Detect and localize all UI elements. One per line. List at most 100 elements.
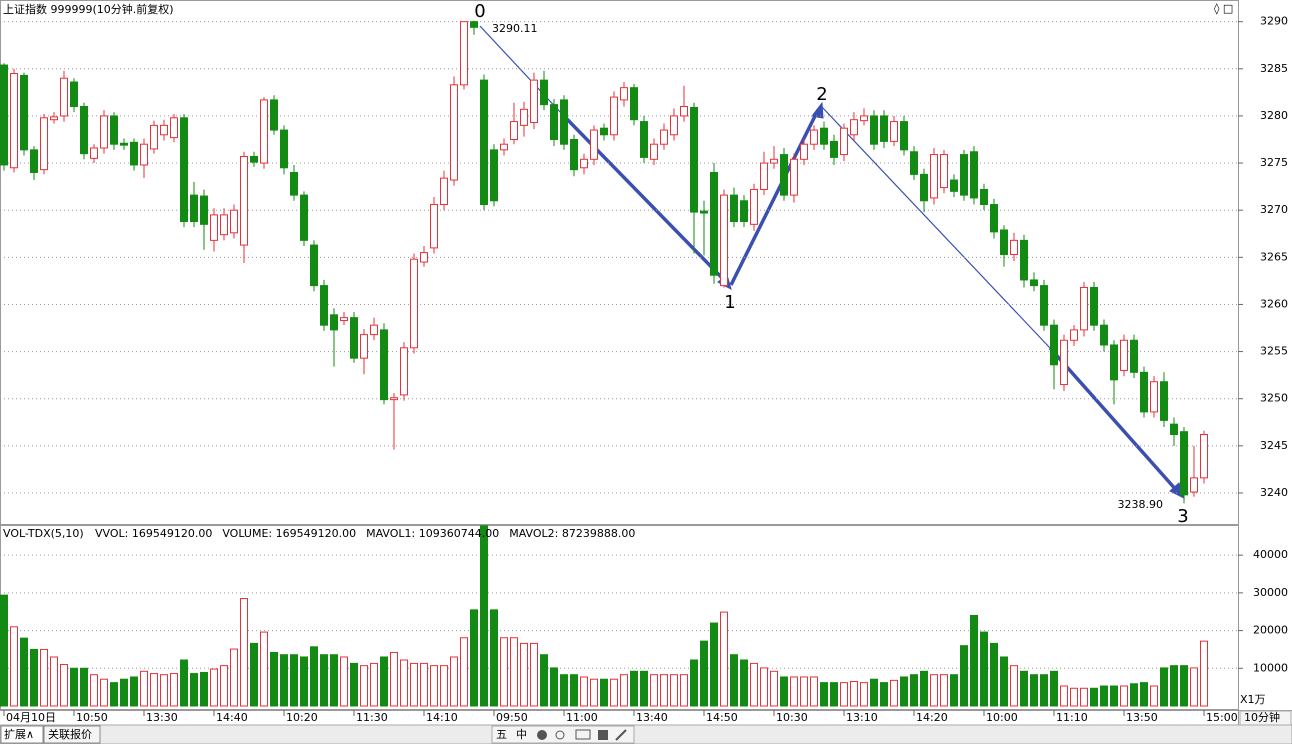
volume-bar	[310, 646, 318, 707]
volume-bar	[1200, 640, 1208, 707]
candle-body	[620, 87, 628, 101]
candle-body	[470, 21, 478, 28]
candle-body	[610, 96, 618, 136]
bottom-bar	[0, 724, 1292, 744]
x-tick-label: 11:10	[1056, 711, 1088, 724]
volume-bar	[10, 626, 18, 707]
candle-body	[880, 115, 888, 142]
candle-body	[460, 21, 468, 86]
volume-bar	[960, 645, 968, 707]
window-icon[interactable]: ◊ □	[1214, 2, 1233, 15]
candle-body	[650, 143, 658, 160]
candle-body	[160, 124, 168, 136]
y-tick-label: 3245	[1260, 439, 1288, 452]
candle-body	[1060, 339, 1068, 386]
toolbar-button[interactable]: 中	[516, 728, 527, 741]
candle-body	[170, 117, 178, 139]
x-tick-label: 14:40	[216, 711, 248, 724]
candle-body	[900, 121, 908, 151]
candle-body	[210, 214, 218, 241]
candle-body	[300, 194, 308, 241]
volume-bar	[870, 678, 878, 707]
candle-body	[970, 151, 978, 199]
volume-bar	[260, 631, 268, 707]
tab-label[interactable]: 扩展∧	[4, 727, 34, 741]
candle-body	[570, 138, 578, 171]
candle-body	[70, 81, 78, 108]
volume-bar	[1050, 670, 1058, 707]
x-tick-label: 14:50	[706, 711, 738, 724]
candle-body	[90, 147, 98, 159]
volume-bar	[330, 654, 338, 707]
volume-bar	[120, 678, 128, 707]
y-tick-label: 3290	[1260, 15, 1288, 28]
candle-body	[290, 171, 298, 196]
y-tick-label: 30000	[1253, 586, 1288, 599]
toolbar-button[interactable]: 五	[496, 728, 507, 741]
candle-body	[1100, 324, 1108, 346]
volume-bar	[580, 676, 588, 707]
candle-body	[40, 117, 48, 171]
x-tick-label: 14:10	[426, 711, 458, 724]
x-tick-label: 11:30	[356, 711, 388, 724]
toolbar-icon[interactable]	[615, 729, 627, 741]
volume-bar	[1000, 656, 1008, 707]
period-box[interactable]	[1239, 710, 1292, 726]
volume-bar	[920, 670, 928, 707]
tab[interactable]	[0, 725, 44, 744]
candle-body	[600, 127, 608, 136]
y-tick-label: 3280	[1260, 109, 1288, 122]
candle-body	[480, 79, 488, 206]
volume-bar	[1040, 674, 1048, 707]
volume-bar	[190, 673, 198, 707]
x-tick-label: 10:20	[286, 711, 318, 724]
volume-bar	[160, 674, 168, 707]
candle-body	[10, 73, 18, 169]
candle-body	[930, 154, 938, 199]
volume-bar	[620, 674, 628, 707]
tab-label[interactable]: 关联报价	[48, 727, 92, 741]
price-label: 3290.11	[492, 22, 538, 35]
candle-body	[60, 77, 68, 117]
candle-body	[730, 194, 738, 222]
candle-body	[220, 214, 228, 236]
volume-bar	[20, 637, 28, 707]
candle-body	[50, 116, 58, 121]
volume-bar	[840, 682, 848, 707]
volume-bar	[480, 525, 488, 707]
period-label[interactable]: 10分钟	[1244, 710, 1280, 724]
candle-body	[700, 210, 708, 214]
volume-bar	[110, 682, 118, 707]
candle-body	[350, 317, 358, 359]
chart-title: 上证指数 999999(10分钟.前复权)	[3, 2, 174, 16]
toolbar-icon[interactable]	[555, 730, 565, 740]
candle-body	[1080, 286, 1088, 331]
volume-bar	[770, 670, 778, 707]
volume-bar	[940, 674, 948, 707]
volume-bar	[380, 656, 388, 707]
x-tick-label: 09:50	[496, 711, 528, 724]
candle-body	[0, 64, 8, 166]
toolbar	[491, 725, 635, 744]
tab[interactable]	[43, 725, 101, 744]
candle-body	[1180, 431, 1188, 496]
candle-body	[1030, 279, 1038, 287]
candle-body	[990, 204, 998, 233]
candle-body	[1000, 229, 1008, 255]
candle-body	[390, 397, 398, 401]
y-tick-label: 3250	[1260, 392, 1288, 405]
toolbar-icon[interactable]	[598, 730, 608, 740]
volume-bar	[910, 674, 918, 707]
candle-body	[280, 129, 288, 169]
candle-body	[240, 155, 248, 246]
candle-body	[340, 317, 348, 321]
volume-bar	[320, 654, 328, 707]
volume-bar	[50, 656, 58, 707]
toolbar-icon[interactable]	[537, 730, 547, 740]
y-tick-label: 3270	[1260, 203, 1288, 216]
volume-bar	[420, 662, 428, 707]
candle-body	[690, 106, 698, 213]
candle-body	[230, 209, 238, 234]
volume-bar	[0, 594, 8, 707]
toolbar-icon[interactable]	[575, 729, 591, 740]
